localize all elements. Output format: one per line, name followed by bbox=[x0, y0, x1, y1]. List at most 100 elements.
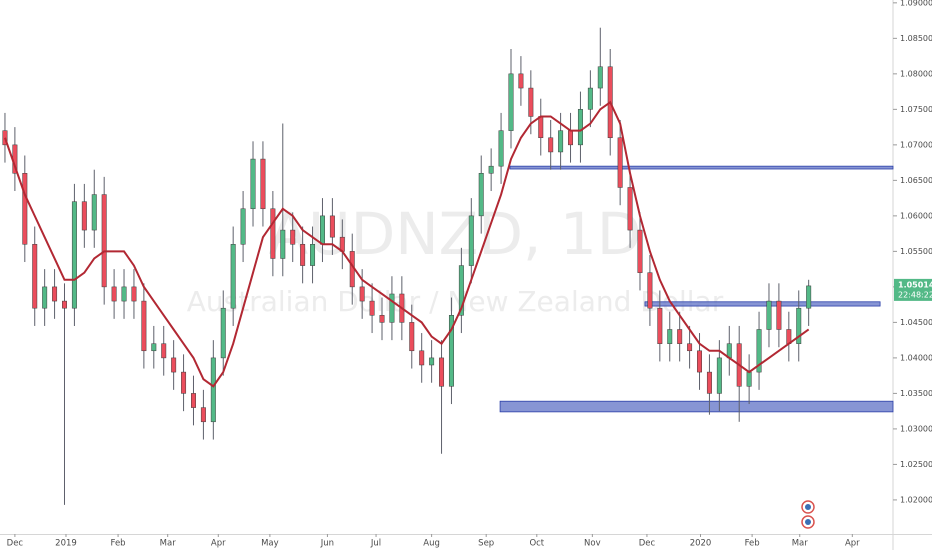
candle-body bbox=[568, 130, 574, 146]
y-tick-label: 1.05500 bbox=[900, 247, 932, 256]
candle-body bbox=[667, 329, 673, 344]
candle-body bbox=[498, 130, 504, 167]
candle-body bbox=[766, 300, 772, 330]
candle-body bbox=[52, 286, 58, 302]
x-tick-label: 2020 bbox=[690, 539, 712, 549]
candle-body bbox=[161, 343, 167, 359]
moving-average bbox=[4, 100, 810, 388]
candle-body bbox=[141, 300, 147, 352]
candle-body bbox=[260, 158, 266, 210]
candle-body bbox=[151, 343, 157, 352]
y-tick-label: 1.09000 bbox=[900, 0, 932, 7]
candle-body bbox=[597, 66, 603, 89]
candle-body bbox=[121, 286, 127, 302]
candle-body bbox=[746, 371, 752, 387]
candle-body bbox=[131, 286, 137, 302]
y-tick-label: 1.02500 bbox=[900, 460, 932, 469]
y-tick-label: 1.03500 bbox=[900, 389, 932, 398]
candle-body bbox=[528, 87, 534, 117]
x-tick-label: May bbox=[261, 539, 279, 549]
candle-body bbox=[111, 286, 117, 302]
candle-body bbox=[22, 173, 28, 245]
x-tick-label: Dec bbox=[639, 539, 656, 549]
x-tick-label: Sep bbox=[478, 539, 494, 549]
candle-body bbox=[488, 165, 494, 174]
candle-body bbox=[280, 229, 286, 259]
y-tick-label: 1.06500 bbox=[900, 176, 932, 185]
candle-body bbox=[81, 201, 87, 231]
candle-body bbox=[32, 244, 38, 309]
event-icon-flag bbox=[805, 519, 811, 525]
y-tick-label: 1.03000 bbox=[900, 424, 932, 433]
candle-body bbox=[627, 187, 633, 231]
candle-body bbox=[369, 300, 375, 316]
candle-body bbox=[270, 208, 276, 259]
y-tick-label: 1.06000 bbox=[900, 211, 932, 220]
price-zone bbox=[509, 165, 894, 170]
candle-body bbox=[230, 244, 236, 309]
watermark: AUDNZD, 1D Australian Dollar / New Zeala… bbox=[187, 200, 724, 318]
candle-body bbox=[716, 357, 722, 394]
candle-body bbox=[379, 315, 385, 323]
y-tick-label: 1.02000 bbox=[900, 495, 932, 504]
x-tick-label: Mar bbox=[160, 539, 177, 549]
candle-body bbox=[191, 393, 196, 408]
candle-body bbox=[181, 371, 187, 394]
candle-body bbox=[71, 201, 77, 309]
candle-body bbox=[458, 265, 464, 316]
event-icon-flag bbox=[805, 504, 811, 510]
y-tick-label: 1.07500 bbox=[900, 105, 932, 114]
x-tick-label: Feb bbox=[745, 539, 760, 549]
watermark-description: Australian Dollar / New Zealand Dollar bbox=[187, 285, 724, 318]
candle-body bbox=[389, 293, 395, 323]
candle-body bbox=[429, 357, 435, 366]
y-tick-label: 1.04500 bbox=[900, 318, 932, 327]
candle-body bbox=[657, 307, 663, 344]
candle-body bbox=[796, 307, 802, 344]
last-price-label: 1.05014 bbox=[898, 280, 932, 289]
y-tick-label: 1.08500 bbox=[900, 34, 932, 43]
candle-body bbox=[577, 109, 583, 146]
x-tick-label: Jul bbox=[370, 539, 381, 549]
candle-body bbox=[439, 357, 445, 387]
candle-body bbox=[548, 137, 554, 153]
candle-body bbox=[200, 407, 206, 423]
x-tick-label: Aug bbox=[423, 539, 440, 549]
candle-body bbox=[329, 215, 335, 238]
candle-body bbox=[310, 244, 316, 266]
candle-body bbox=[319, 215, 325, 245]
plot-area bbox=[2, 27, 894, 505]
candle-body bbox=[300, 244, 306, 266]
x-tick-label: Apr bbox=[211, 539, 226, 549]
candle-body bbox=[508, 73, 514, 131]
candle-body bbox=[171, 357, 177, 373]
candle-body bbox=[478, 173, 484, 217]
x-tick-label: 2019 bbox=[55, 539, 77, 549]
candle-body bbox=[776, 300, 782, 330]
candle-body bbox=[448, 315, 454, 387]
candle-body bbox=[647, 272, 653, 309]
price-zone bbox=[499, 400, 894, 413]
y-tick-label: 1.04000 bbox=[900, 353, 932, 362]
candle-body bbox=[359, 286, 365, 302]
x-tick-label: Oct bbox=[529, 539, 544, 549]
candle-body bbox=[587, 87, 593, 110]
x-tick-label: Apr bbox=[845, 539, 860, 549]
candle-body bbox=[468, 215, 474, 266]
candle-body bbox=[210, 357, 216, 423]
candle-body bbox=[101, 194, 107, 288]
candle-body bbox=[558, 130, 564, 153]
candle-body bbox=[806, 285, 812, 309]
price-zone bbox=[644, 301, 881, 307]
candle-body bbox=[706, 371, 712, 394]
candle-body bbox=[240, 208, 246, 245]
candle-body bbox=[518, 73, 524, 89]
x-tick-label: Jun bbox=[320, 539, 334, 549]
last-price-box bbox=[894, 278, 932, 301]
event-icons bbox=[801, 500, 815, 529]
x-tick-label: Feb bbox=[111, 539, 126, 549]
candle-body bbox=[409, 322, 415, 352]
candle-body bbox=[250, 158, 256, 210]
